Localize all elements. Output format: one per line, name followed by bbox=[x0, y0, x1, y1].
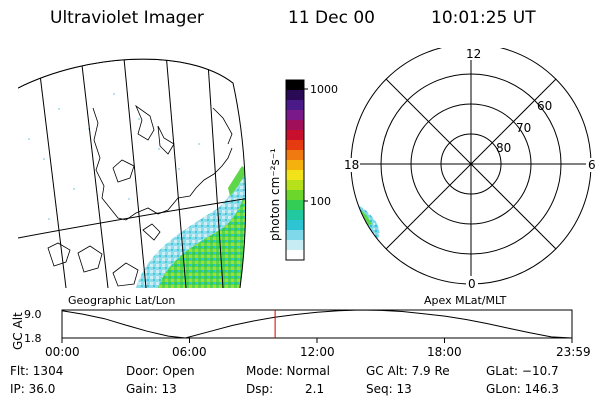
colorbar-segment bbox=[286, 220, 304, 231]
orbit-altitude-curve bbox=[61, 309, 573, 339]
mlt-label-6: 6 bbox=[588, 158, 596, 172]
time-tick-1800: 18:00 bbox=[427, 345, 462, 359]
colorbar-segment bbox=[286, 120, 304, 131]
colorbar-segment bbox=[286, 240, 304, 251]
colorbar-segment bbox=[286, 230, 304, 241]
colorbar-segment bbox=[286, 180, 304, 191]
mlat-label-60: 60 bbox=[537, 99, 552, 113]
image-time: 10:01:25 UT bbox=[431, 8, 536, 28]
geographic-latitude: GLat: −10.7 bbox=[486, 364, 559, 378]
colorbar-segment bbox=[286, 250, 304, 261]
geographic-map bbox=[18, 58, 247, 288]
orbit-altitude-plot: GC Alt 9.0 1.8 00:00 06:00 12:00 18:00 2… bbox=[11, 308, 591, 359]
colorbar-segment bbox=[286, 160, 304, 171]
gc-alt-tick-min: 1.8 bbox=[24, 332, 42, 345]
colorbar-segment bbox=[286, 90, 304, 101]
mlt-label-12: 12 bbox=[466, 48, 481, 61]
colorbar-segment bbox=[286, 200, 304, 211]
orbit-plot-frame bbox=[61, 309, 573, 339]
mlat-label-70: 70 bbox=[516, 121, 531, 135]
colorbar-segment bbox=[286, 170, 304, 181]
colorbar-segment bbox=[286, 140, 304, 151]
colorbar-segment bbox=[286, 190, 304, 201]
mode-status: Mode: Normal bbox=[246, 364, 330, 378]
dsp-value: 2.1 bbox=[305, 382, 325, 396]
time-tick-0000: 00:00 bbox=[45, 345, 80, 359]
gc-alt-axis-label: GC Alt bbox=[11, 312, 25, 350]
gain-value: Gain: 13 bbox=[126, 382, 177, 396]
colorbar-segment bbox=[286, 110, 304, 121]
auroral-oval-inner bbox=[158, 198, 246, 288]
polar-diagonal-2 bbox=[385, 78, 557, 250]
colorbar-segment bbox=[286, 80, 304, 91]
time-tick-0600: 06:00 bbox=[172, 345, 207, 359]
dsp-label: Dsp: bbox=[246, 382, 274, 396]
colorbar-segment bbox=[286, 210, 304, 221]
colorbar-segment bbox=[286, 150, 304, 161]
time-tick-1200: 12:00 bbox=[300, 345, 335, 359]
gc-altitude-readout: GC Alt: 7.9 Re bbox=[366, 364, 450, 378]
door-status: Door: Open bbox=[126, 364, 195, 378]
time-tick-2359: 23:59 bbox=[556, 345, 591, 359]
coastlines bbox=[47, 104, 233, 287]
gc-alt-tick-max: 9.0 bbox=[24, 308, 42, 321]
polar-mlt-plot: 12 18 6 0 60 70 80 bbox=[342, 48, 598, 290]
sequence-number: Seq: 13 bbox=[366, 382, 412, 396]
instrument-title: Ultraviolet Imager bbox=[50, 8, 204, 28]
colorbar-segment bbox=[286, 130, 304, 141]
longitude-grid bbox=[37, 59, 224, 288]
image-date: 11 Dec 00 bbox=[288, 8, 375, 28]
colorbar-segment bbox=[286, 100, 304, 111]
background-emission bbox=[28, 93, 200, 220]
polar-panel-label: Apex MLat/MLT bbox=[424, 294, 507, 307]
colorbar: 1000 100 photon cm⁻²s⁻¹ bbox=[270, 79, 338, 261]
geographic-longitude: GLon: 146.3 bbox=[486, 382, 559, 396]
geo-panel-label: Geographic Lat/Lon bbox=[68, 294, 176, 307]
mlt-label-0: 0 bbox=[468, 277, 476, 290]
colorbar-units-label: photon cm⁻²s⁻¹ bbox=[270, 148, 282, 241]
mlat-label-80: 80 bbox=[496, 141, 511, 155]
colorbar-tick-100: 100 bbox=[310, 195, 331, 208]
flight-number: Flt: 1304 bbox=[10, 364, 64, 378]
mlt-label-18: 18 bbox=[344, 158, 359, 172]
colorbar-tick-1000: 1000 bbox=[310, 83, 338, 96]
ip-value: IP: 36.0 bbox=[10, 382, 56, 396]
